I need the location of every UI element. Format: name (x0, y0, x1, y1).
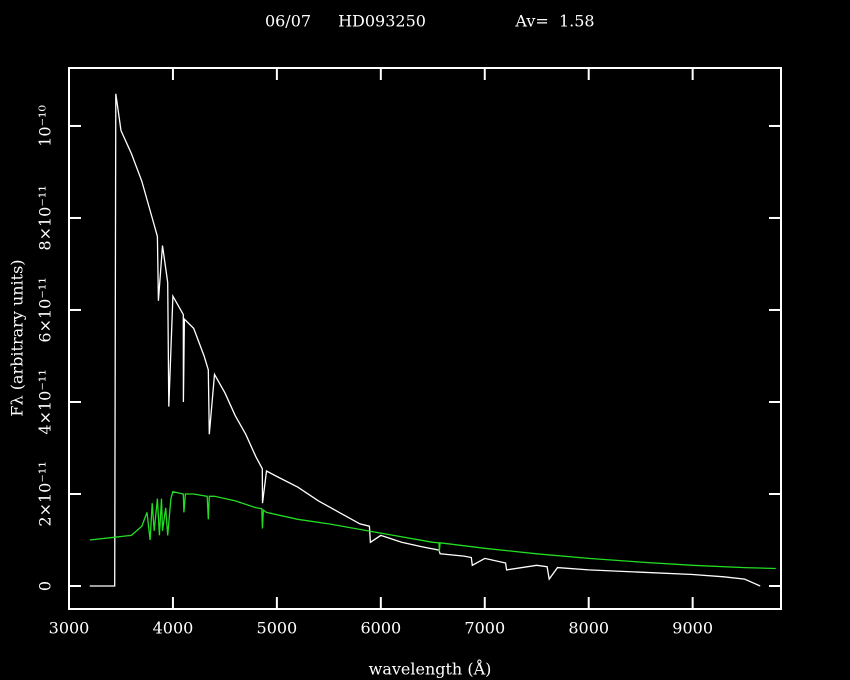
y-tick-label: 8×10⁻¹¹ (36, 185, 55, 250)
chart-title: HD093250 (338, 12, 426, 31)
x-axis-label: wavelength (Å) (369, 659, 492, 679)
x-tick-label: 5000 (257, 619, 298, 638)
x-tick-label: 4000 (153, 619, 194, 638)
spectrum-line (89, 93, 761, 587)
x-tick-label: 7000 (464, 619, 505, 638)
chart-title: Av= 1.58 (514, 12, 594, 31)
y-tick-label: 2×10⁻¹¹ (36, 461, 55, 526)
x-tick-label: 9000 (672, 619, 713, 638)
x-tick-label: 3000 (49, 619, 90, 638)
chart-title: 06/07 (265, 12, 311, 31)
x-tick-label: 8000 (568, 619, 609, 638)
x-tick-label: 6000 (360, 619, 401, 638)
spectrum-line (89, 490, 776, 570)
y-tick-label: 0 (36, 581, 55, 591)
y-tick-label: 10⁻¹⁰ (36, 105, 55, 147)
y-tick-label: 6×10⁻¹¹ (36, 277, 55, 342)
y-axis-label: Fλ (arbitrary units) (8, 259, 27, 416)
y-tick-label: 4×10⁻¹¹ (36, 369, 55, 434)
plot-frame (68, 67, 782, 610)
